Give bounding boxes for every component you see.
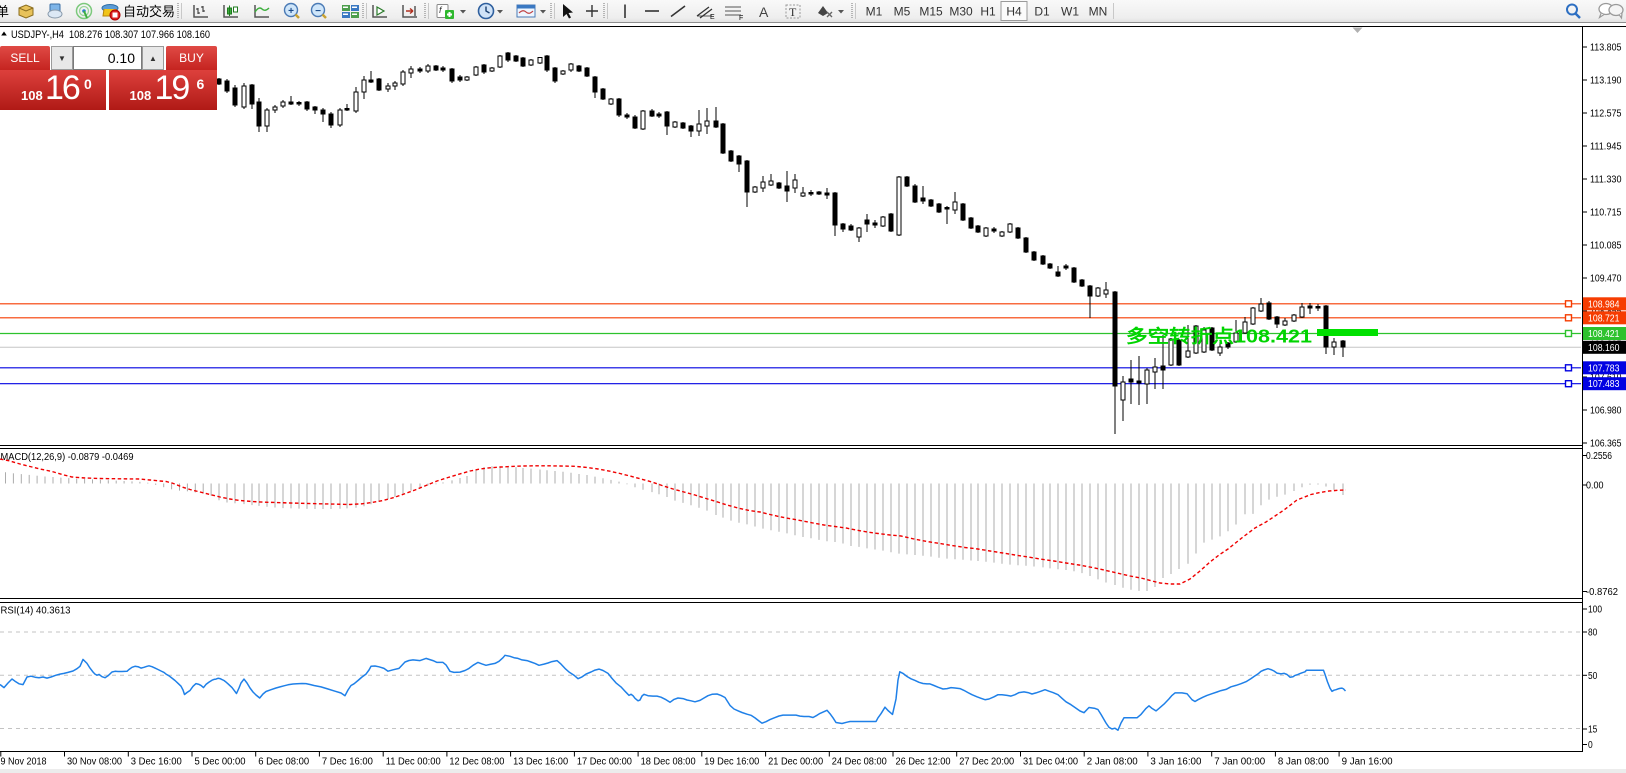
svg-text:USDJPY-,H4 108.276 108.307 10: USDJPY-,H4 108.276 108.307 107.966 108.1… xyxy=(11,29,210,41)
svg-text:9 Jan 16:00: 9 Jan 16:00 xyxy=(1342,757,1393,768)
svg-text:E: E xyxy=(710,14,715,21)
svg-text:7 Dec 16:00: 7 Dec 16:00 xyxy=(322,757,373,768)
svg-text:M15: M15 xyxy=(919,5,943,19)
svg-text:W1: W1 xyxy=(1061,5,1079,19)
svg-text:15: 15 xyxy=(1588,725,1598,736)
svg-text:-0.8762: -0.8762 xyxy=(1586,587,1618,598)
svg-text:27 Dec 20:00: 27 Dec 20:00 xyxy=(959,757,1014,768)
svg-text:30 Nov 08:00: 30 Nov 08:00 xyxy=(67,757,122,768)
svg-text:MN: MN xyxy=(1089,5,1108,19)
svg-text:18 Dec 08:00: 18 Dec 08:00 xyxy=(641,757,696,768)
svg-text:108.721: 108.721 xyxy=(1588,313,1620,324)
svg-text:8 Jan 08:00: 8 Jan 08:00 xyxy=(1278,757,1329,768)
svg-text:0: 0 xyxy=(1588,740,1593,751)
svg-text:106.365: 106.365 xyxy=(1590,439,1622,450)
svg-text:19 Dec 16:00: 19 Dec 16:00 xyxy=(704,757,759,768)
svg-text:111.330: 111.330 xyxy=(1590,175,1622,186)
svg-text:113.805: 113.805 xyxy=(1590,43,1622,54)
svg-text:26 Dec 12:00: 26 Dec 12:00 xyxy=(896,757,951,768)
svg-text:113.190: 113.190 xyxy=(1590,76,1622,87)
svg-text:12 Dec 08:00: 12 Dec 08:00 xyxy=(449,757,504,768)
svg-text:11 Dec 00:00: 11 Dec 00:00 xyxy=(386,757,441,768)
svg-text:9 Nov 2018: 9 Nov 2018 xyxy=(1,757,47,768)
svg-text:24 Dec 08:00: 24 Dec 08:00 xyxy=(832,757,887,768)
svg-text:F: F xyxy=(739,15,743,22)
svg-text:2 Jan 08:00: 2 Jan 08:00 xyxy=(1087,757,1138,768)
svg-text:H1: H1 xyxy=(980,5,996,19)
svg-text:RSI(14) 40.3613: RSI(14) 40.3613 xyxy=(1,606,71,617)
svg-text:6 Dec 08:00: 6 Dec 08:00 xyxy=(258,757,309,768)
svg-text:自动交易: 自动交易 xyxy=(123,4,175,19)
svg-text:110.085: 110.085 xyxy=(1590,241,1622,252)
svg-text:50: 50 xyxy=(1588,671,1598,682)
svg-text:−: − xyxy=(315,6,321,17)
svg-text:5 Dec 00:00: 5 Dec 00:00 xyxy=(195,757,246,768)
svg-text:17 Dec 00:00: 17 Dec 00:00 xyxy=(577,757,632,768)
svg-text:M30: M30 xyxy=(949,5,973,19)
svg-text:109.470: 109.470 xyxy=(1590,274,1622,285)
svg-text:0.2556: 0.2556 xyxy=(1586,451,1612,462)
svg-text:单: 单 xyxy=(0,4,9,19)
svg-text:7 Jan 00:00: 7 Jan 00:00 xyxy=(1214,757,1265,768)
svg-text:108.160: 108.160 xyxy=(1588,343,1620,354)
svg-text:108.984: 108.984 xyxy=(1588,299,1620,310)
svg-text:3 Dec 16:00: 3 Dec 16:00 xyxy=(131,757,182,768)
svg-text:M1: M1 xyxy=(866,5,883,19)
svg-text:M5: M5 xyxy=(894,5,911,19)
svg-text:106.980: 106.980 xyxy=(1590,406,1622,417)
svg-text:100: 100 xyxy=(1588,605,1602,616)
svg-text:A: A xyxy=(759,4,769,20)
svg-text:31 Dec 04:00: 31 Dec 04:00 xyxy=(1023,757,1078,768)
svg-text:3 Jan 16:00: 3 Jan 16:00 xyxy=(1150,757,1201,768)
svg-text:0.00: 0.00 xyxy=(1586,481,1604,492)
svg-text:H4: H4 xyxy=(1006,5,1022,19)
svg-text:13 Dec 16:00: 13 Dec 16:00 xyxy=(513,757,568,768)
svg-text:108.421: 108.421 xyxy=(1588,329,1620,340)
svg-text:107.783: 107.783 xyxy=(1588,363,1620,374)
svg-text:112.575: 112.575 xyxy=(1590,109,1622,120)
svg-text:21 Dec 00:00: 21 Dec 00:00 xyxy=(768,757,823,768)
svg-text:80: 80 xyxy=(1588,628,1598,639)
svg-text:110.715: 110.715 xyxy=(1590,208,1622,219)
svg-text:T: T xyxy=(789,5,797,19)
svg-text:+: + xyxy=(288,6,294,17)
svg-text:107.483: 107.483 xyxy=(1588,379,1620,390)
svg-text:f: f xyxy=(439,5,443,15)
svg-text:D1: D1 xyxy=(1034,5,1050,19)
svg-text:MACD(12,26,9) -0.0879 -0.0469: MACD(12,26,9) -0.0879 -0.0469 xyxy=(1,452,134,463)
svg-text:111.945: 111.945 xyxy=(1590,142,1622,153)
svg-text:多空转折点108.421: 多空转折点108.421 xyxy=(1126,326,1312,347)
